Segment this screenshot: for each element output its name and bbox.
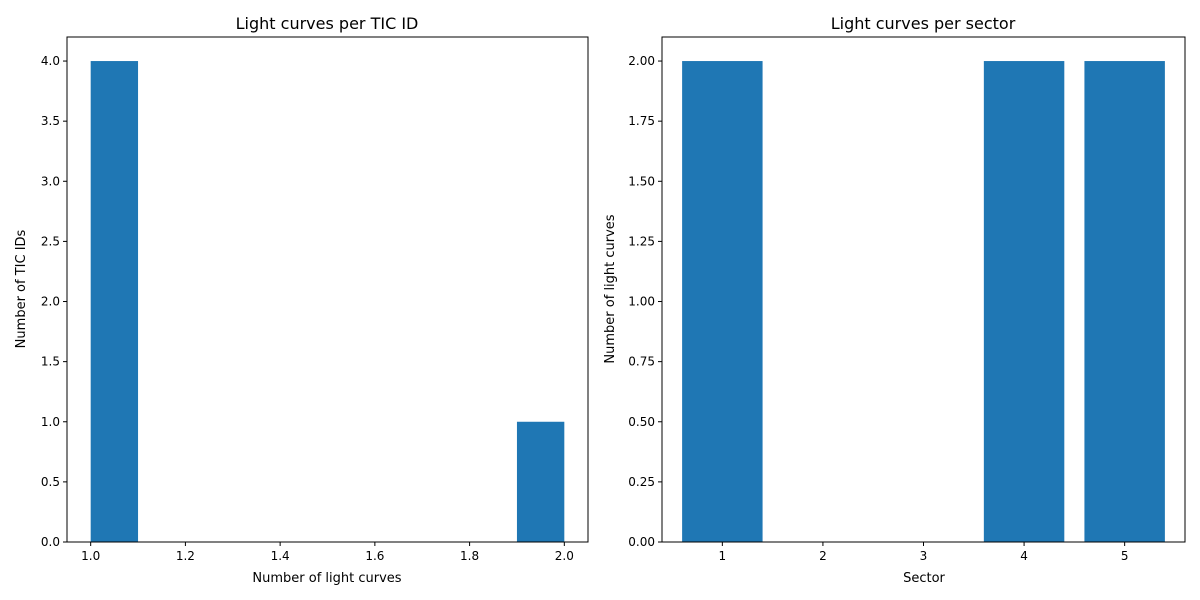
x-tick-label: 4 <box>1020 549 1028 563</box>
y-tick-label: 0.0 <box>41 535 60 549</box>
y-tick-label: 0.00 <box>628 535 655 549</box>
left-x-axis-label: Number of light curves <box>252 571 401 586</box>
x-tick-label: 2.0 <box>555 549 574 563</box>
y-tick-label: 1.25 <box>628 234 655 248</box>
right-y-ticks: 0.00 0.25 0.50 0.75 1.00 1.25 1.50 1.75 2.00 <box>628 54 662 549</box>
histogram-bar <box>90 61 139 543</box>
y-tick-label: 3.5 <box>41 114 60 128</box>
y-tick-label: 3.0 <box>41 174 60 188</box>
y-tick-label: 0.75 <box>628 355 655 369</box>
x-tick-label: 2 <box>819 549 827 563</box>
right-axes-frame <box>661 36 1186 543</box>
x-tick-label: 1.2 <box>176 549 195 563</box>
left-y-ticks: 0.0 0.5 1.0 1.5 2.0 2.5 3.0 3.5 4.0 <box>41 54 67 549</box>
left-y-axis-label: Number of TIC IDs <box>14 229 29 348</box>
y-tick-label: 0.5 <box>41 475 60 489</box>
y-tick-label: 4.0 <box>41 54 60 68</box>
y-tick-label: 2.5 <box>41 234 60 248</box>
right-x-axis-label: Sector <box>903 571 945 586</box>
right-chart-title: Light curves per sector <box>831 14 1016 33</box>
right-bars <box>682 61 1165 543</box>
right-x-ticks: 1 2 3 4 5 <box>719 542 1129 563</box>
x-tick-label: 1.4 <box>271 549 290 563</box>
histogram-panel: Light curves per TIC ID 1.0 1.2 1.4 1.6 1.8 2… <box>14 14 589 586</box>
sector-bar <box>1084 61 1165 543</box>
left-bars <box>90 61 565 543</box>
y-tick-label: 1.5 <box>41 355 60 369</box>
y-tick-label: 1.00 <box>628 295 655 309</box>
right-y-axis-label: Number of light curves <box>603 214 618 363</box>
histogram-bar <box>516 421 565 542</box>
y-tick-label: 1.50 <box>628 174 655 188</box>
y-tick-label: 1.75 <box>628 114 655 128</box>
y-tick-label: 1.0 <box>41 415 60 429</box>
sector-bar <box>682 61 763 543</box>
sector-bar <box>983 61 1065 543</box>
x-tick-label: 5 <box>1121 549 1129 563</box>
y-tick-label: 0.50 <box>628 415 655 429</box>
x-tick-label: 1.0 <box>81 549 100 563</box>
x-tick-label: 1 <box>719 549 727 563</box>
left-axes-frame <box>66 36 589 543</box>
x-tick-label: 3 <box>920 549 928 563</box>
x-tick-label: 1.6 <box>365 549 384 563</box>
left-x-ticks: 1.0 1.2 1.4 1.6 1.8 2.0 <box>81 542 574 563</box>
y-tick-label: 0.25 <box>628 475 655 489</box>
left-chart-title: Light curves per TIC ID <box>236 14 419 33</box>
x-tick-label: 1.8 <box>460 549 479 563</box>
y-tick-label: 2.00 <box>628 54 655 68</box>
y-tick-label: 2.0 <box>41 295 60 309</box>
